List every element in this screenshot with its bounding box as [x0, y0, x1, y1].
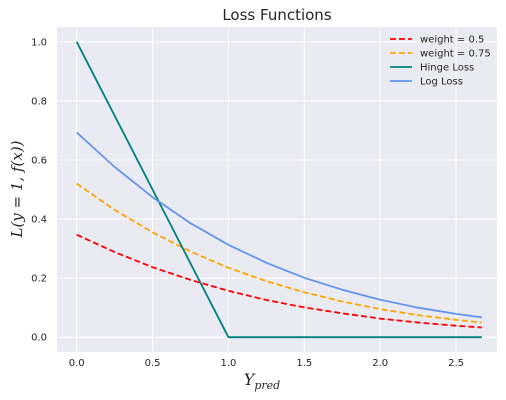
tick-labels: 0.0 0.5 1.0 1.5 2.0 2.5 0.0 0.2 0.4 0.6 0.8 1.0 [31, 37, 464, 369]
series-layer [75, 41, 482, 339]
x-axis-label: Ypred [244, 370, 280, 392]
x-tick-label: 1.5 [296, 358, 312, 369]
x-tick-label: 1.0 [220, 358, 236, 369]
y-tick-label: 0.2 [31, 274, 47, 285]
series-line-log-loss [76, 131, 482, 319]
legend-label-log-loss: Log Loss [420, 77, 463, 88]
x-tick-label: 0.0 [69, 358, 85, 369]
x-axis-label-main: Y [244, 370, 256, 389]
series-line-weight-0-5 [76, 233, 482, 329]
x-axis-label-subscript: pred [254, 379, 280, 392]
legend-label-weight-0-5: weight = 0.5 [420, 35, 484, 46]
legend-label-weight-0-75: weight = 0.75 [420, 49, 491, 60]
legend: weight = 0.5 weight = 0.75 Hinge Loss Log L… [390, 35, 491, 88]
x-tick-label: 2.0 [372, 358, 388, 369]
y-tick-label: 1.0 [31, 37, 47, 48]
legend-label-hinge-loss: Hinge Loss [420, 63, 474, 74]
y-tick-label: 0.8 [31, 96, 47, 107]
series-line-weight-0-75 [76, 182, 482, 324]
y-tick-label: 0.0 [31, 333, 47, 344]
series-line-hinge-loss [75, 41, 482, 339]
x-tick-label: 2.5 [448, 358, 464, 369]
x-tick-label: 0.5 [145, 358, 161, 369]
plot-background [57, 27, 497, 352]
y-tick-label: 0.6 [31, 155, 47, 166]
chart-title: Loss Functions [222, 6, 331, 24]
y-tick-label: 0.4 [31, 215, 47, 226]
y-axis-label: L(y = 1, f(x)) [8, 140, 26, 238]
